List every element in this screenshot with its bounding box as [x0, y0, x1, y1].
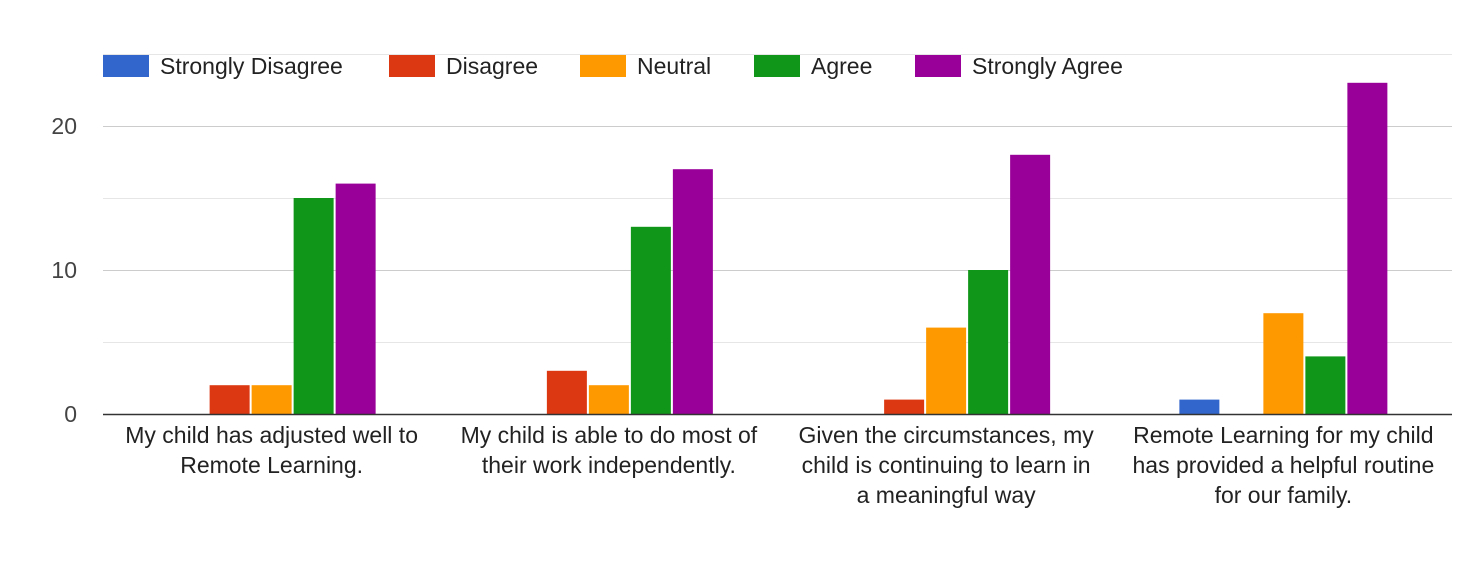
bar-agree-1[interactable]	[293, 198, 334, 414]
legend: Strongly Disagree Disagree Neutral Agree Str…	[103, 53, 1123, 79]
bar-disagree-3[interactable]	[884, 399, 925, 414]
legend-label: Strongly Disagree	[160, 53, 343, 79]
legend-label: Neutral	[637, 53, 711, 79]
bar-agree-4[interactable]	[1305, 356, 1346, 414]
category-label-line: Remote Learning.	[180, 452, 363, 478]
bars	[209, 82, 1388, 415]
legend-item-strongly-disagree[interactable]: Strongly Disagree	[103, 53, 343, 79]
y-tick-label: 10	[51, 257, 77, 283]
category-label-line: My child is able to do most of	[461, 422, 758, 448]
bar-neutral-4[interactable]	[1263, 313, 1304, 414]
category-label: My child has adjusted well to Remote Lear…	[125, 422, 418, 478]
legend-label: Strongly Agree	[972, 53, 1123, 79]
legend-swatch	[103, 55, 149, 77]
bar-strongly-agree-2[interactable]	[672, 169, 713, 414]
legend-item-disagree[interactable]: Disagree	[389, 53, 538, 79]
bar-strongly-agree-4[interactable]	[1347, 82, 1388, 415]
legend-item-neutral[interactable]: Neutral	[580, 53, 711, 79]
legend-swatch	[754, 55, 800, 77]
category-label-line: My child has adjusted well to	[125, 422, 418, 448]
y-tick-label: 20	[51, 113, 77, 139]
bar-neutral-2[interactable]	[588, 385, 629, 414]
legend-item-strongly-agree[interactable]: Strongly Agree	[915, 53, 1123, 79]
y-axis-ticks: 0 10 20	[51, 113, 77, 427]
bar-disagree-1[interactable]	[209, 385, 250, 414]
bar-strongly-disagree-4[interactable]	[1179, 399, 1220, 414]
category-label: Remote Learning for my child has provided…	[1132, 422, 1434, 508]
bar-strongly-agree-3[interactable]	[1010, 154, 1051, 415]
category-label-line: their work independently.	[482, 452, 736, 478]
category-label: Given the circumstances, my child is cont…	[798, 422, 1094, 508]
legend-swatch	[389, 55, 435, 77]
legend-swatch	[580, 55, 626, 77]
category-label-line: Given the circumstances, my	[798, 422, 1094, 448]
bar-neutral-3[interactable]	[926, 327, 967, 414]
category-label-line: child is continuing to learn in	[802, 452, 1091, 478]
bar-agree-2[interactable]	[630, 226, 671, 414]
category-label-line: for our family.	[1215, 482, 1353, 508]
bar-disagree-2[interactable]	[546, 370, 587, 414]
bar-agree-3[interactable]	[968, 270, 1009, 414]
bar-strongly-agree-1[interactable]	[335, 183, 376, 414]
legend-item-agree[interactable]: Agree	[754, 53, 872, 79]
bar-neutral-1[interactable]	[251, 385, 292, 414]
category-label: My child is able to do most of their work…	[461, 422, 758, 478]
legend-label: Disagree	[446, 53, 538, 79]
legend-swatch	[915, 55, 961, 77]
category-label-line: Remote Learning for my child	[1133, 422, 1433, 448]
category-label-line: has provided a helpful routine	[1132, 452, 1434, 478]
y-tick-label: 0	[64, 401, 77, 427]
legend-label: Agree	[811, 53, 872, 79]
category-label-line: a meaningful way	[857, 482, 1036, 508]
category-labels: My child has adjusted well to Remote Lear…	[125, 422, 1434, 508]
